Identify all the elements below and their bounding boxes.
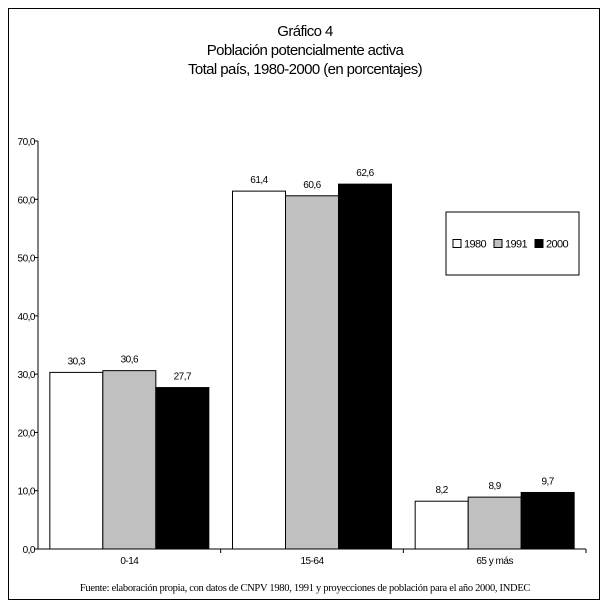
bar-15-64-1991 <box>285 195 339 550</box>
data-label-15-64-1991: 60,6 <box>303 180 321 191</box>
bar-0-14-1991 <box>102 370 157 550</box>
legend-label-1980: 1980 <box>464 239 487 251</box>
legend-swatch-1991 <box>493 239 503 248</box>
data-label-15-64-2000: 62,6 <box>356 168 374 179</box>
chart-titles: Gráfico 4 Población potencialmente activ… <box>0 22 610 79</box>
chart-title: Gráfico 4 <box>277 23 333 40</box>
legend-box <box>445 211 580 276</box>
bar-15-64-1980 <box>232 190 286 550</box>
data-label-0-14-1980: 30,3 <box>68 356 86 367</box>
bar-15-64-2000 <box>338 183 392 550</box>
y-tick-label: 40,0 <box>18 312 36 323</box>
x-tick-label-15-64: 15-64 <box>300 556 324 567</box>
y-tick-label: 20,0 <box>18 428 36 439</box>
y-tick-label: 50,0 <box>18 254 36 265</box>
bars: 30,3 30,6 27,7 61,4 60,6 62,6 8,2 8,9 9,7 <box>49 168 575 550</box>
data-label-0-14-2000: 27,7 <box>174 372 192 383</box>
bar-65-y-m-s-2000 <box>520 491 575 550</box>
legend-swatch-1980 <box>452 239 462 248</box>
data-label-65-y-m-s-1980: 8,2 <box>435 485 448 496</box>
bar-65-y-m-s-1991 <box>467 496 522 550</box>
y-tick-label: 70,0 <box>18 137 36 148</box>
legend-label-1991: 1991 <box>505 239 528 251</box>
x-tick-label-65-y-m-s: 65 y más <box>476 556 513 567</box>
source-note: Fuente: elaboración propia, con datos de… <box>79 583 531 594</box>
chart-subtitle-1: Población potencialmente activa <box>206 42 404 59</box>
data-label-65-y-m-s-2000: 9,7 <box>541 476 554 487</box>
y-tick-label: 10,0 <box>18 487 36 498</box>
legend-swatch-2000 <box>534 239 544 248</box>
legend-label-2000: 2000 <box>546 239 569 251</box>
x-tick-label-0-14: 0-14 <box>120 556 139 567</box>
y-tick-label: 60,0 <box>18 195 36 206</box>
data-label-15-64-1980: 61,4 <box>250 175 268 186</box>
legend: 1980 1991 2000 <box>445 211 580 276</box>
y-tick-label: 30,0 <box>18 370 36 381</box>
y-tick-label: 0,0 <box>23 545 36 556</box>
chart-subtitle-2: Total país, 1980-2000 (en porcentajes) <box>187 61 423 78</box>
bar-65-y-m-s-1980 <box>414 500 469 550</box>
bar-0-14-1980 <box>49 371 104 550</box>
data-label-65-y-m-s-1991: 8,9 <box>488 481 501 492</box>
bar-0-14-2000 <box>155 387 210 550</box>
data-label-0-14-1991: 30,6 <box>121 355 139 366</box>
